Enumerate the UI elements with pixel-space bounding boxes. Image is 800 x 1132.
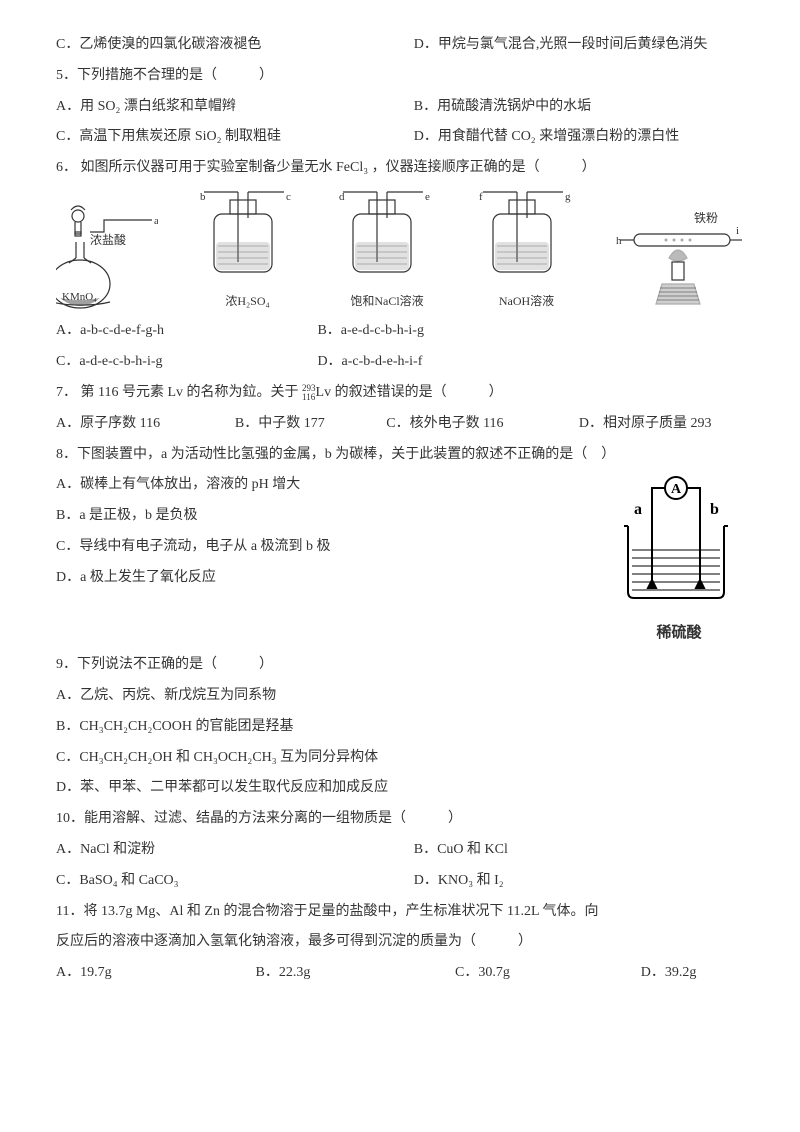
q8-figure: A a b 稀硫酸 bbox=[614, 470, 744, 650]
q9-b: B．CH₃CH₂CH₂COOH 的官能团是羟基 bbox=[56, 712, 744, 743]
q7-c: C．核外电子数 116 bbox=[386, 409, 579, 440]
q11-b: B．22.3g bbox=[256, 958, 456, 989]
q11-stem2: 反应后的溶液中逐滴加入氢氧化钠溶液，最多可得到沉淀的质量为（ ） bbox=[56, 927, 744, 958]
q8-options: A．碳棒上有气体放出，溶液的 pH 增大 B．a 是正极，b 是负极 C．导线中… bbox=[56, 470, 598, 593]
apparatus-bottle-h2so4: b c 浓H₂SO₄ bbox=[198, 190, 298, 314]
q7-a: A．原子序数 116 bbox=[56, 409, 235, 440]
svg-text:b: b bbox=[200, 191, 206, 203]
q9-d: D．苯、甲苯、二甲苯都可以发生取代反应和加成反应 bbox=[56, 773, 744, 804]
q8-b: B．a 是正极，b 是负极 bbox=[56, 501, 598, 532]
q8-a: A．碳棒上有气体放出，溶液的 pH 增大 bbox=[56, 470, 598, 501]
q11-a: A．19.7g bbox=[56, 958, 256, 989]
q10-a: A．NaCl 和淀粉 bbox=[56, 835, 414, 866]
svg-text:h: h bbox=[616, 235, 622, 247]
svg-text:c: c bbox=[286, 191, 291, 203]
q10-b: B．CuO 和 KCl bbox=[414, 835, 744, 866]
q6-b: B．a-e-d-c-b-h-i-g bbox=[317, 316, 744, 347]
q11-c: C．30.7g bbox=[455, 958, 641, 989]
label-naoh: NaOH溶液 bbox=[477, 288, 577, 314]
q10-d: D．KNO₃ 和 I₂ bbox=[414, 866, 744, 897]
q7-b: B．中子数 177 bbox=[235, 409, 386, 440]
q8-fig-label: 稀硫酸 bbox=[614, 617, 744, 650]
electrode-a: a bbox=[634, 501, 642, 518]
label-fe: 铁粉 bbox=[694, 212, 718, 225]
ammeter-label: A bbox=[671, 482, 682, 497]
q5-a: A．用 SO₂ 漂白纸浆和草帽辫 bbox=[56, 92, 414, 123]
q8-block: A．碳棒上有气体放出，溶液的 pH 增大 B．a 是正极，b 是负极 C．导线中… bbox=[56, 470, 744, 650]
q6-a: A．a-b-c-d-e-f-g-h bbox=[56, 316, 317, 347]
apparatus-bottle-naoh: f g NaOH溶液 bbox=[477, 190, 577, 314]
q11-stem1: 11．将 13.7g Mg、Al 和 Zn 的混合物溶于足量的盐酸中，产生标准状… bbox=[56, 897, 744, 928]
q6-c: C．a-d-e-c-b-h-i-g bbox=[56, 347, 317, 378]
q6-stem: 6． 如图所示仪器可用于实验室制备少量无水 FeCl₃ ，仪器连接顺序正确的是（… bbox=[56, 153, 744, 184]
label-hcl: 浓盐酸 bbox=[90, 232, 126, 247]
q8-stem: 8．下图装置中，a 为活动性比氢强的金属，b 为碳棒，关于此装置的叙述不正确的是… bbox=[56, 440, 744, 471]
q7-stem-pre: 7． 第 116 号元素 Lv 的名称为鉝。关于 bbox=[56, 385, 302, 400]
q7-d: D．相对原子质量 293 bbox=[579, 409, 744, 440]
opt-c: C．乙烯使溴的四氯化碳溶液褪色 bbox=[56, 30, 414, 61]
label-h2so4: 浓H₂SO₄ bbox=[198, 288, 298, 314]
q-top-options: C．乙烯使溴的四氯化碳溶液褪色 D．甲烷与氯气混合,光照一段时间后黄绿色消失 bbox=[56, 30, 744, 61]
q9-a: A．乙烷、丙烷、新戊烷互为同系物 bbox=[56, 681, 744, 712]
q6-apparatus: a 浓盐酸 KMnO₄ b c 浓H₂SO₄ bbox=[56, 190, 744, 314]
q7-stem: 7． 第 116 号元素 Lv 的名称为鉝。关于 293116Lv 的叙述错误的… bbox=[56, 378, 744, 409]
svg-text:d: d bbox=[339, 191, 345, 203]
svg-text:f: f bbox=[479, 191, 483, 203]
q7-opts: A．原子序数 116 B．中子数 177 C．核外电子数 116 D．相对原子质… bbox=[56, 409, 744, 440]
apparatus-flask: a 浓盐酸 KMnO₄ bbox=[56, 202, 158, 314]
apparatus-burner: 铁粉 h i bbox=[616, 212, 744, 314]
q8-c: C．导线中有电子流动，电子从 a 极流到 b 极 bbox=[56, 532, 598, 563]
q5-row2: C．高温下用焦炭还原 SiO₂ 制取粗硅 D．用食醋代替 CO₂ 来增强漂白粉的… bbox=[56, 122, 744, 153]
q5-row1: A．用 SO₂ 漂白纸浆和草帽辫 B．用硫酸清洗锅炉中的水垢 bbox=[56, 92, 744, 123]
opt-d: D．甲烷与氯气混合,光照一段时间后黄绿色消失 bbox=[414, 30, 708, 61]
q7-stem-post: Lv 的叙述错误的是（ ） bbox=[316, 385, 503, 400]
apparatus-bottle-nacl: d e 饱和NaCl溶液 bbox=[337, 190, 437, 314]
q6-row2: C．a-d-e-c-b-h-i-g D．a-c-b-d-e-h-i-f bbox=[56, 347, 744, 378]
electrode-b: b bbox=[710, 501, 719, 518]
q10-row2: C．BaSO₄ 和 CaCO₃ D．KNO₃ 和 I₂ bbox=[56, 866, 744, 897]
q5-b: B．用硫酸清洗锅炉中的水垢 bbox=[414, 92, 744, 123]
q11-d: D．39.2g bbox=[641, 958, 744, 989]
q6-row1: A．a-b-c-d-e-f-g-h B．a-e-d-c-b-h-i-g bbox=[56, 316, 744, 347]
svg-text:i: i bbox=[736, 225, 739, 237]
q10-stem: 10．能用溶解、过滤、结晶的方法来分离的一组物质是（ ） bbox=[56, 804, 744, 835]
label-nacl: 饱和NaCl溶液 bbox=[337, 288, 437, 314]
q5-stem: 5．下列措施不合理的是（ ） bbox=[56, 61, 744, 92]
q9-c: C．CH₃CH₂CH₂OH 和 CH₃OCH₂CH₃ 互为同分异构体 bbox=[56, 743, 744, 774]
q9-stem: 9．下列说法不正确的是（ ） bbox=[56, 650, 744, 681]
svg-text:g: g bbox=[565, 191, 571, 203]
q10-row1: A．NaCl 和淀粉 B．CuO 和 KCl bbox=[56, 835, 744, 866]
q8-d: D．a 极上发生了氧化反应 bbox=[56, 563, 598, 594]
q10-c: C．BaSO₄ 和 CaCO₃ bbox=[56, 866, 414, 897]
q6-d: D．a-c-b-d-e-h-i-f bbox=[317, 347, 744, 378]
q7-num: 116 bbox=[302, 393, 316, 402]
q5-d: D．用食醋代替 CO₂ 来增强漂白粉的漂白性 bbox=[414, 122, 744, 153]
q11-opts: A．19.7g B．22.3g C．30.7g D．39.2g bbox=[56, 958, 744, 989]
svg-text:e: e bbox=[425, 191, 430, 203]
svg-text:a: a bbox=[154, 215, 158, 227]
q5-c: C．高温下用焦炭还原 SiO₂ 制取粗硅 bbox=[56, 122, 414, 153]
